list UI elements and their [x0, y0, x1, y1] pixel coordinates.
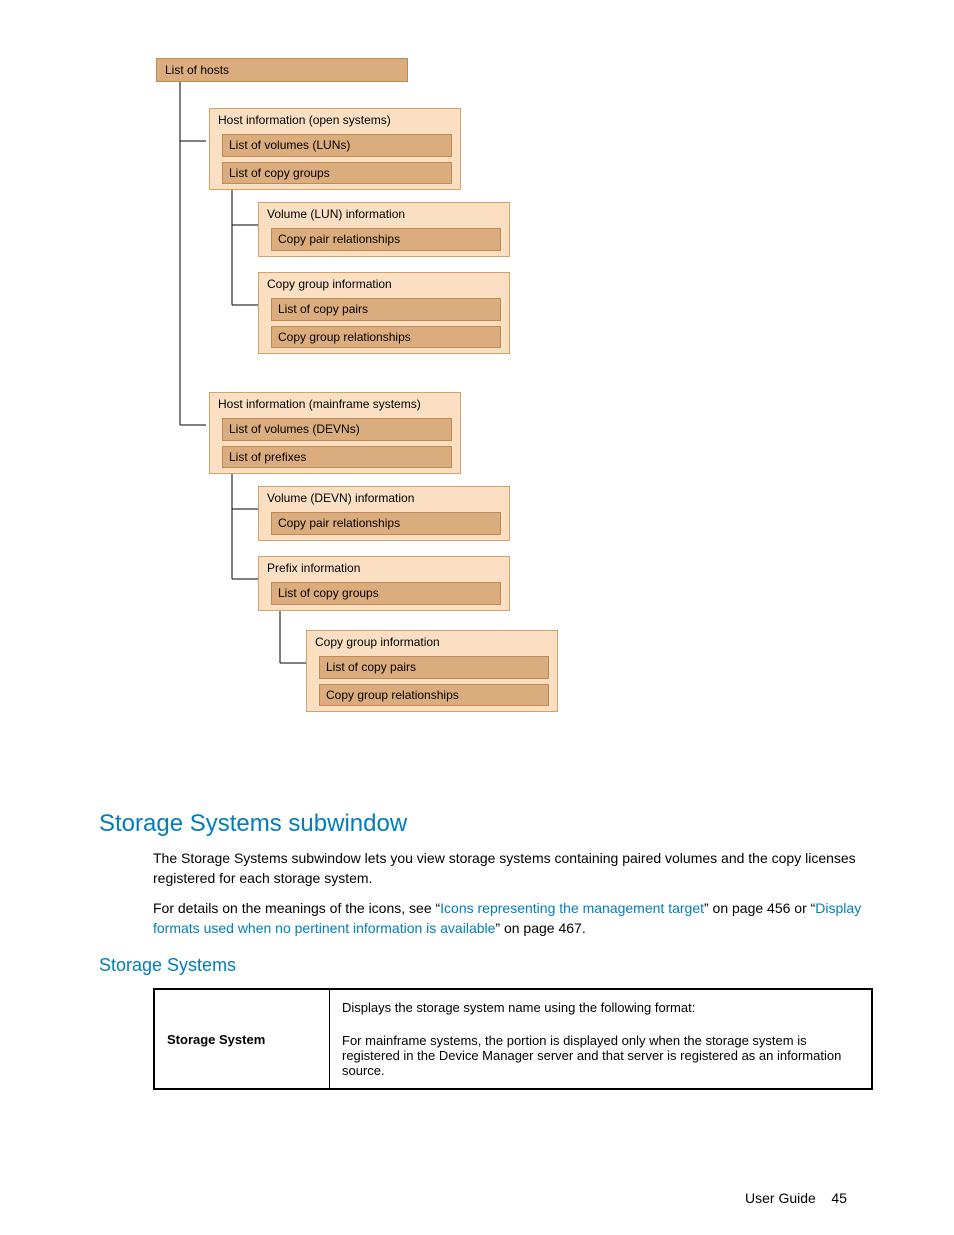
diagram-node-title: Prefix information: [259, 557, 509, 579]
diagram-node-item: Copy pair relationships: [271, 228, 501, 250]
page-footer: User Guide 45: [745, 1190, 847, 1206]
diagram-node: Copy group information List of copy pairs…: [306, 630, 558, 712]
details-paragraph: For details on the meanings of the icons…: [153, 898, 883, 939]
table-desc-cell: Displays the storage system name using t…: [330, 989, 873, 1089]
table-line2: For mainframe systems, the portion is di…: [342, 1033, 859, 1078]
footer-label: User Guide: [745, 1190, 816, 1206]
table-row: Storage System Displays the storage syst…: [154, 989, 872, 1089]
diagram-node-title: Host information (open systems): [210, 109, 460, 131]
diagram-node: Volume (DEVN) information Copy pair relat…: [258, 486, 510, 541]
diagram-node-item: List of copy pairs: [319, 656, 549, 678]
storage-systems-table: Storage System Displays the storage syst…: [153, 988, 873, 1090]
diagram-node-item: Copy group relationships: [271, 326, 501, 348]
diagram-node-title: Copy group information: [259, 273, 509, 295]
diagram-node: Host information (open systems) List of v…: [209, 108, 461, 190]
diagram-node-item: Copy pair relationships: [271, 512, 501, 534]
diagram-node: Prefix information List of copy groups: [258, 556, 510, 611]
diagram-node: Copy group information List of copy pairs…: [258, 272, 510, 354]
diagram-node-title: Host information (mainframe systems): [210, 393, 460, 415]
footer-page-number: 45: [831, 1190, 847, 1206]
diagram-node-item: List of prefixes: [222, 446, 452, 468]
table-line1: Displays the storage system name using t…: [342, 1000, 859, 1015]
diagram-node: Volume (LUN) information Copy pair relati…: [258, 202, 510, 257]
p2-text-b: ” on page 456 or “: [704, 900, 815, 916]
p2-text-a: For details on the meanings of the icons…: [153, 900, 440, 916]
diagram-node-item: List of copy pairs: [271, 298, 501, 320]
link-icons-representing[interactable]: Icons representing the management target: [440, 900, 704, 916]
intro-paragraph: The Storage Systems subwindow lets you v…: [153, 848, 873, 889]
diagram-node-title: Copy group information: [307, 631, 557, 653]
section-heading-storage-systems: Storage Systems: [99, 955, 236, 976]
diagram-node: Host information (mainframe systems) List…: [209, 392, 461, 474]
diagram-node-item: List of copy groups: [222, 162, 452, 184]
diagram-node-item: List of volumes (LUNs): [222, 134, 452, 156]
diagram-node-title: List of hosts: [157, 59, 407, 81]
diagram-node-item: List of copy groups: [271, 582, 501, 604]
table-label-cell: Storage System: [154, 989, 330, 1089]
diagram-node-item: Copy group relationships: [319, 684, 549, 706]
diagram-node-title: Volume (DEVN) information: [259, 487, 509, 509]
page: List of hosts Host information (open syst…: [0, 0, 954, 1235]
diagram-node-title: Volume (LUN) information: [259, 203, 509, 225]
diagram-node-item: List of volumes (DEVNs): [222, 418, 452, 440]
section-heading-storage-systems-subwindow: Storage Systems subwindow: [99, 810, 407, 838]
hierarchy-diagram: List of hosts Host information (open syst…: [0, 0, 954, 800]
p2-text-c: ” on page 467.: [495, 920, 585, 936]
diagram-node: List of hosts: [156, 58, 408, 82]
